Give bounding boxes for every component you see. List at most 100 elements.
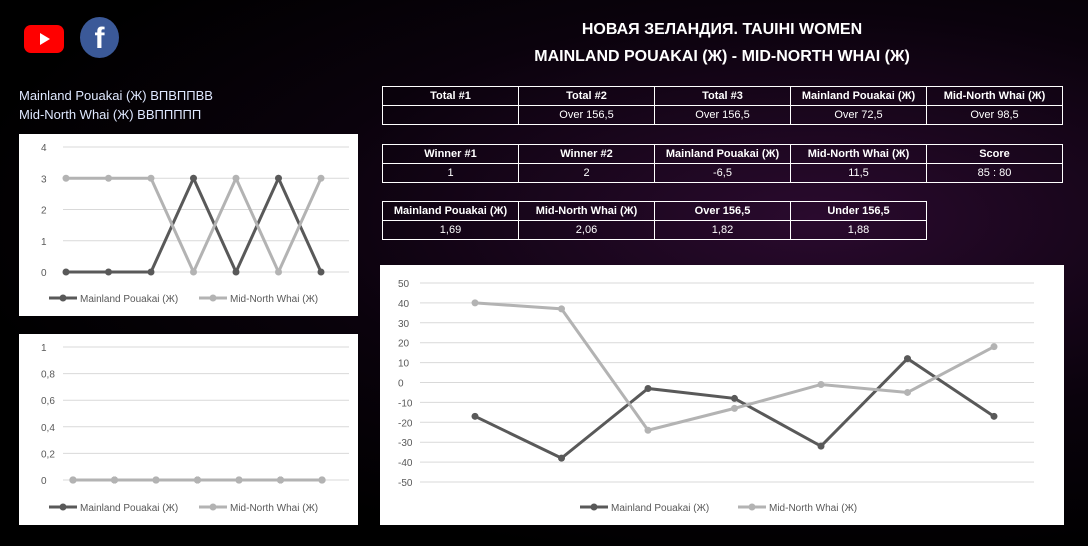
y-tick-label: 30: [398, 319, 410, 330]
legend-label: Mainland Pouakai (Ж): [611, 503, 709, 514]
data-point: [471, 299, 479, 307]
y-tick-label: 0: [41, 268, 47, 279]
table-cell: 2: [518, 163, 655, 183]
y-tick-label: 1: [41, 237, 47, 248]
y-tick-label: 0,4: [41, 423, 55, 434]
data-point: [471, 412, 479, 420]
y-tick-label: 4: [41, 143, 47, 154]
table-header: Under 156,5: [790, 201, 927, 221]
table-header: Winner #1: [382, 144, 519, 164]
legend-marker: [209, 503, 217, 511]
zero-chart: 0 0,2 0,4 0,6 0,8 1 Mainland Pouakai (Ж) Mid-No…: [19, 334, 358, 525]
team2-form: Mid-North Whai (Ж) ВВППППП: [19, 107, 202, 122]
data-point: [105, 268, 112, 276]
y-tick-label: 3: [41, 174, 47, 185]
odds-table: Mainland Pouakai (Ж) Mid-North Whai (Ж) Ov…: [382, 201, 927, 240]
table-row: Mainland Pouakai (Ж) Mid-North Whai (Ж) Ov…: [382, 201, 927, 221]
data-point: [232, 268, 240, 276]
data-point: [62, 268, 70, 276]
table-cell: 11,5: [790, 163, 927, 183]
table-row: Total #1 Total #2 Total #3 Mainland Pouakai…: [382, 86, 1063, 106]
y-tick-label: 0: [398, 379, 404, 390]
data-point: [318, 476, 326, 484]
table-cell: Over 156,5: [518, 105, 655, 125]
table-row: Winner #1 Winner #2 Mainland Pouakai (Ж) Mi…: [382, 144, 1063, 164]
legend-marker: [209, 294, 217, 302]
y-tick-label: -30: [398, 438, 413, 449]
data-point: [111, 476, 118, 484]
data-point: [277, 476, 284, 484]
series-line: [66, 174, 323, 276]
data-point: [147, 268, 155, 276]
form-chart: 0 1 2 3 4 Mainland Pouakai (Ж) Mid-North Whai …: [19, 134, 358, 316]
data-point: [904, 355, 911, 363]
team1-form: Mainland Pouakai (Ж) ВПВППВВ: [19, 88, 213, 103]
table-cell: 1,69: [382, 220, 519, 240]
y-tick-label: -10: [398, 398, 413, 409]
table-header: Mainland Pouakai (Ж): [654, 144, 791, 164]
data-point: [731, 394, 738, 402]
table-header: Mainland Pouakai (Ж): [790, 86, 927, 106]
data-point: [275, 174, 282, 182]
table-header: Mid-North Whai (Ж): [926, 86, 1063, 106]
data-point: [904, 388, 911, 396]
table-cell: Over 156,5: [654, 105, 791, 125]
legend-label: Mid-North Whai (Ж): [230, 503, 318, 514]
table-cell: Over 72,5: [790, 105, 927, 125]
table-cell: 1,82: [654, 220, 791, 240]
youtube-icon[interactable]: [24, 25, 64, 53]
table-cell: 1: [382, 163, 519, 183]
table-cell: [382, 105, 519, 125]
y-tick-label: 40: [398, 299, 410, 310]
legend-marker: [590, 503, 598, 511]
y-tick-label: 0,8: [41, 370, 55, 381]
facebook-icon[interactable]: f: [80, 17, 119, 58]
table-header: Total #1: [382, 86, 519, 106]
series-line: [66, 174, 323, 276]
table-header: Mainland Pouakai (Ж): [382, 201, 519, 221]
data-point: [275, 268, 282, 276]
legend-label: Mid-North Whai (Ж): [769, 503, 857, 514]
y-tick-label: 10: [398, 359, 410, 370]
data-point: [235, 476, 243, 484]
data-point: [190, 268, 197, 276]
table-cell: Over 98,5: [926, 105, 1063, 125]
table-cell: -6,5: [654, 163, 791, 183]
table-cell: 85 : 80: [926, 163, 1063, 183]
page-title: НОВАЯ ЗЕЛАНДИЯ. TAUIHI WOMEN: [581, 21, 863, 38]
data-point: [731, 404, 738, 412]
y-tick-label: 1: [41, 343, 47, 354]
y-tick-label: 0,6: [41, 396, 55, 407]
y-tick-label: 0,2: [41, 449, 55, 460]
legend-label: Mid-North Whai (Ж): [230, 294, 318, 305]
legend-label: Mainland Pouakai (Ж): [80, 503, 178, 514]
y-tick-label: 50: [398, 279, 410, 290]
table-header: Mid-North Whai (Ж): [518, 201, 655, 221]
y-tick-label: 20: [398, 339, 410, 350]
data-point: [317, 268, 325, 276]
table-row: Over 156,5 Over 156,5 Over 72,5 Over 98,5: [382, 105, 1063, 125]
table-header: Mid-North Whai (Ж): [790, 144, 927, 164]
data-point: [317, 174, 325, 182]
table-row: 1,69 2,06 1,82 1,88: [382, 220, 927, 240]
data-point: [990, 412, 998, 420]
legend-marker: [59, 294, 67, 302]
table-header: Total #3: [654, 86, 791, 106]
winner-table: Winner #1 Winner #2 Mainland Pouakai (Ж) Mi…: [382, 144, 1063, 183]
data-point: [990, 343, 998, 351]
data-point: [69, 476, 77, 484]
table-header: Winner #2: [518, 144, 655, 164]
legend-label: Mainland Pouakai (Ж): [80, 294, 178, 305]
data-point: [194, 476, 201, 484]
y-tick-label: 0: [41, 476, 47, 487]
data-point: [62, 174, 70, 182]
data-point: [644, 384, 652, 392]
data-point: [817, 442, 825, 450]
legend-marker: [59, 503, 67, 511]
data-point: [232, 174, 240, 182]
data-point: [190, 174, 197, 182]
table-cell: 1,88: [790, 220, 927, 240]
differential-chart: -50 -40 -30 -20 -10 0 10 20 30 40 50 Mainland Pouak…: [380, 265, 1064, 525]
table-cell: 2,06: [518, 220, 655, 240]
data-point: [558, 454, 565, 462]
